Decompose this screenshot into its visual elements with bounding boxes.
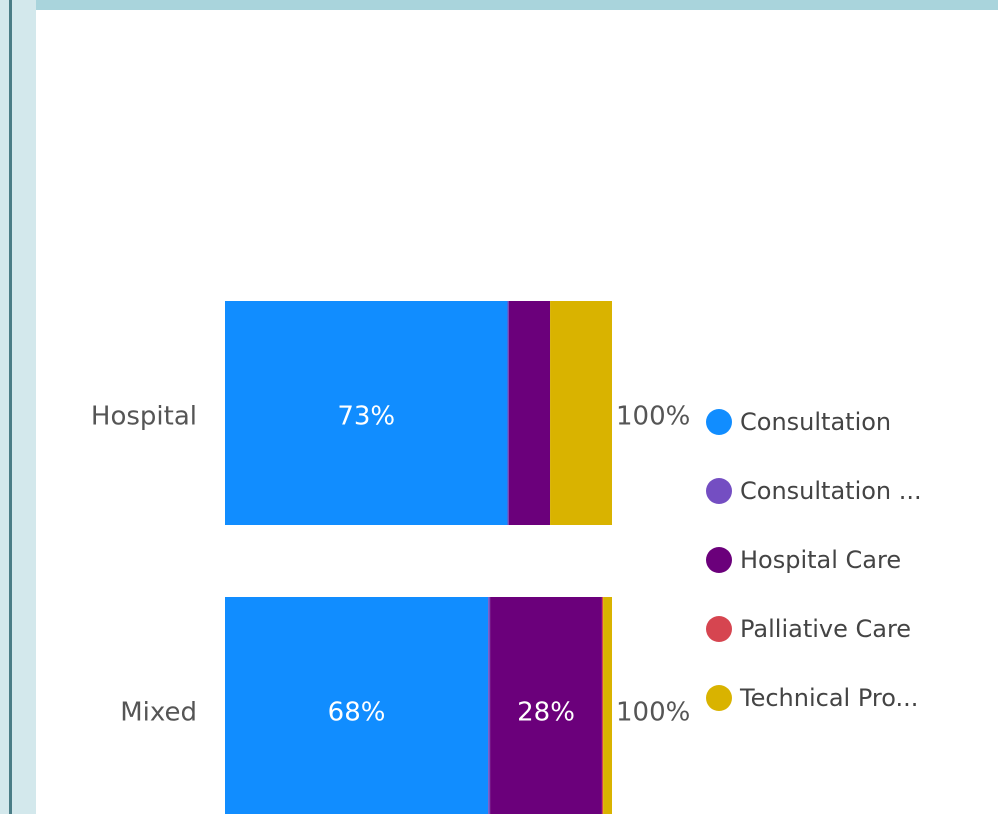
data-label: 73%: [337, 402, 395, 432]
bar-segment: [225, 597, 489, 814]
legend-label: Consultation ...: [740, 477, 922, 505]
legend-marker: [706, 616, 732, 642]
left-border: [9, 0, 12, 814]
legend-label: Hospital Care: [740, 546, 901, 574]
legend-marker: [706, 478, 732, 504]
legend-label: Technical Pro...: [739, 684, 918, 712]
bar-segment: [601, 597, 604, 814]
category-label: Mixed: [120, 698, 197, 728]
category-label: Hospital: [91, 402, 197, 432]
bar-segment: [550, 301, 612, 525]
data-label: 28%: [517, 698, 575, 728]
top-bar: [0, 0, 998, 10]
bar-segment: [603, 597, 612, 814]
bar-segment: [225, 301, 508, 525]
data-label: 68%: [328, 698, 386, 728]
total-label: 100%: [616, 402, 690, 432]
total-label: 100%: [616, 698, 690, 728]
legend-marker: [706, 409, 732, 435]
legend-label: Consultation: [740, 408, 891, 436]
bar-segment: [488, 597, 491, 814]
left-strip: [0, 0, 36, 814]
legend-marker: [706, 547, 732, 573]
bar-segment: [508, 301, 551, 525]
bar-segment: [507, 301, 509, 525]
legend-marker: [706, 685, 732, 711]
bar-segment: [490, 597, 602, 814]
legend-label: Palliative Care: [740, 615, 911, 643]
